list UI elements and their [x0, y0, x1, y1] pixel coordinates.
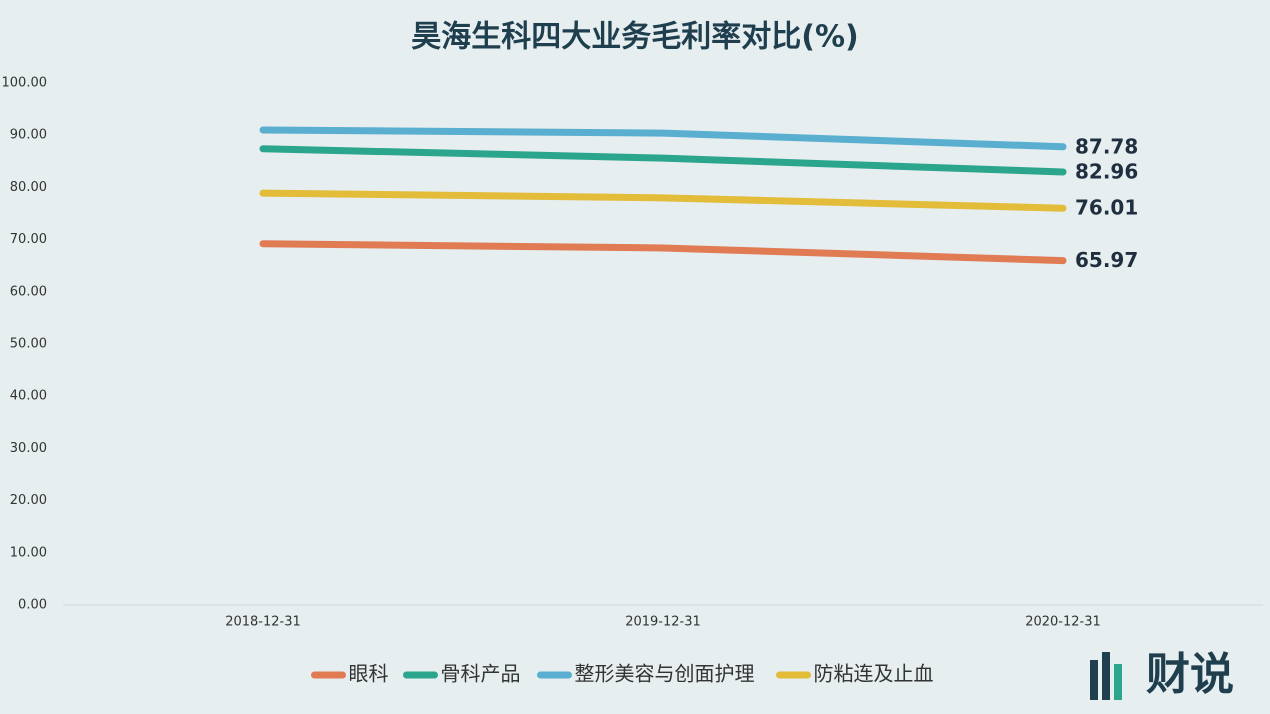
y-tick-label: 70.00: [10, 232, 47, 247]
chart-title: 昊海生科四大业务毛利率对比(%): [411, 20, 858, 55]
data-label: 82.96: [1075, 159, 1138, 183]
series-line: [259, 189, 1067, 212]
y-tick-label: 60.00: [10, 284, 47, 299]
series-line: [259, 240, 1067, 265]
data-label: 87.78: [1075, 134, 1138, 158]
y-tick-label: 90.00: [10, 128, 47, 143]
y-tick-label: 100.00: [2, 76, 48, 91]
y-tick-label: 20.00: [10, 493, 47, 508]
y-tick-label: 30.00: [10, 441, 47, 456]
logo-bar: [1102, 652, 1110, 700]
series-line: [259, 145, 1067, 176]
logo-bar: [1090, 660, 1098, 700]
data-label: 76.01: [1075, 196, 1138, 220]
y-tick-label: 50.00: [10, 337, 47, 352]
x-tick-label: 2018-12-31: [225, 615, 301, 630]
y-tick-label: 0.00: [18, 598, 47, 613]
y-tick-label: 40.00: [10, 389, 47, 404]
brand-text: 财说: [1146, 649, 1234, 700]
y-tick-label: 80.00: [10, 180, 47, 195]
x-tick-label: 2020-12-31: [1025, 615, 1101, 630]
brand-logo: 财说: [1090, 649, 1234, 700]
logo-bar: [1114, 664, 1122, 700]
y-tick-label: 10.00: [10, 545, 47, 560]
series-line: [259, 126, 1067, 151]
legend-label: 眼科: [349, 662, 389, 686]
legend-label: 防粘连及止血: [814, 662, 934, 686]
data-label: 65.97: [1075, 248, 1138, 272]
x-tick-label: 2019-12-31: [625, 615, 701, 630]
legend-label: 整形美容与创面护理: [575, 662, 755, 686]
legend-label: 骨科产品: [441, 662, 521, 686]
